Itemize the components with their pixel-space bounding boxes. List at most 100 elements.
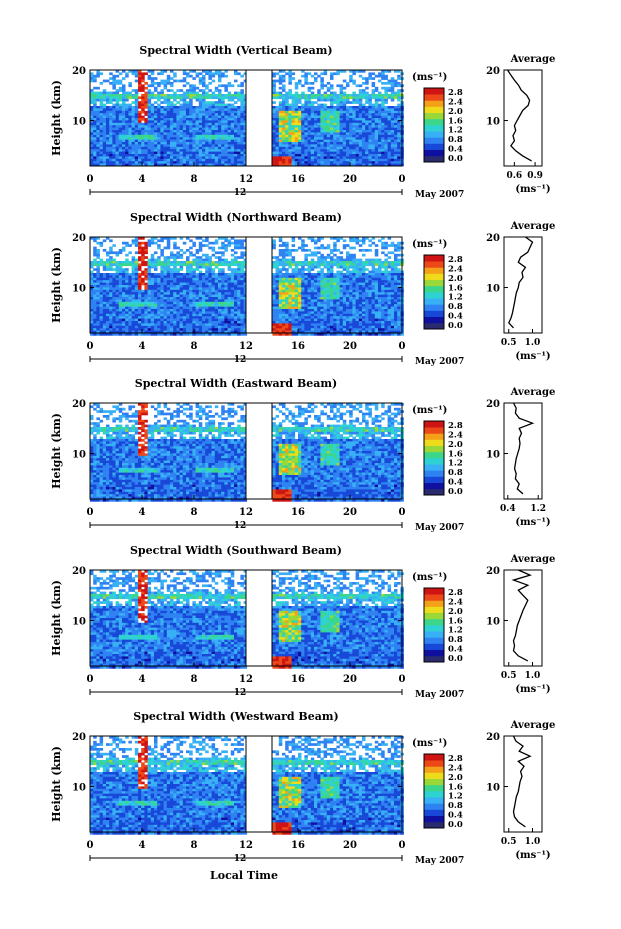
heatmap-cell xyxy=(211,137,216,140)
heatmap-cell xyxy=(355,101,360,104)
heatmap-cell xyxy=(310,149,315,152)
heatmap-cell xyxy=(208,134,212,138)
heatmap-cell xyxy=(294,101,299,104)
heatmap-cell xyxy=(154,151,158,155)
heatmap-cell xyxy=(202,74,206,78)
heatmap-cell xyxy=(218,275,222,279)
heatmap-cell xyxy=(294,113,299,116)
heatmap-cell xyxy=(314,132,318,136)
heatmap-cell xyxy=(387,144,392,148)
heatmap-cell xyxy=(282,244,286,247)
heatmap-cell xyxy=(106,253,110,257)
heatmap-cell xyxy=(230,118,235,121)
heatmap-cell xyxy=(131,137,136,140)
heatmap-cell xyxy=(202,137,206,140)
heatmap-cell xyxy=(109,301,113,305)
heatmap-cell xyxy=(144,142,148,145)
heatmap-cell xyxy=(291,156,296,160)
heatmap-cell xyxy=(342,125,347,128)
heatmap-cell xyxy=(109,333,113,336)
heatmap-cell xyxy=(189,161,193,164)
heatmap-cell xyxy=(358,137,363,140)
heatmap-cell xyxy=(320,134,324,138)
heatmap-cell xyxy=(282,122,286,126)
heatmap-cell xyxy=(163,86,168,90)
heatmap-cell xyxy=(150,72,155,76)
heatmap-cell xyxy=(272,89,276,92)
heatmap-cell xyxy=(138,251,142,255)
heatmap-cell xyxy=(128,103,132,107)
heatmap-cell xyxy=(218,280,222,283)
heatmap-cell xyxy=(157,106,161,109)
heatmap-cell xyxy=(166,163,171,167)
heatmap-cell xyxy=(275,275,280,279)
heatmap-cell xyxy=(214,280,219,283)
heatmap-cell xyxy=(166,151,171,155)
heatmap-cell xyxy=(157,134,161,138)
heatmap-cell xyxy=(278,311,283,315)
heatmap-cell xyxy=(189,146,193,150)
heatmap-cell xyxy=(150,287,155,291)
heatmap-cell xyxy=(160,299,164,303)
heatmap-cell xyxy=(218,149,222,152)
heatmap-cell xyxy=(291,151,296,155)
heatmap-cell xyxy=(221,163,225,167)
heatmap-cell xyxy=(314,101,318,104)
heatmap-cell xyxy=(288,72,292,76)
heatmap-cell xyxy=(112,84,116,88)
heatmap-cell xyxy=(170,139,174,143)
heatmap-cell xyxy=(122,142,126,145)
heatmap-cell xyxy=(349,156,353,160)
heatmap-cell xyxy=(198,156,203,160)
heatmap-cell xyxy=(234,304,238,307)
heatmap-cell xyxy=(352,144,356,148)
heatmap-cell xyxy=(336,137,340,140)
heatmap-cell xyxy=(320,79,324,83)
heatmap-cell xyxy=(362,91,366,95)
heatmap-cell xyxy=(147,270,152,274)
heatmap-cell xyxy=(131,330,136,334)
heatmap-cell xyxy=(112,330,116,334)
heatmap-cell xyxy=(109,280,113,283)
heatmap-cell xyxy=(138,289,142,293)
heatmap-cell xyxy=(93,101,97,104)
heatmap-cell xyxy=(160,280,164,283)
heatmap-cell xyxy=(237,309,241,312)
heatmap-cell xyxy=(179,273,184,276)
heatmap-cell xyxy=(291,134,296,138)
heatmap-cell xyxy=(320,96,324,100)
heatmap-cell xyxy=(192,321,196,324)
heatmap-cell xyxy=(109,144,113,148)
heatmap-cell xyxy=(128,118,132,121)
heatmap-cell xyxy=(96,268,100,271)
heatmap-cell xyxy=(326,137,331,140)
heatmap-cell xyxy=(208,285,212,288)
heatmap-cell xyxy=(90,316,94,319)
heatmap-cell xyxy=(195,108,200,112)
heatmap-cell xyxy=(150,146,155,150)
heatmap-cell xyxy=(282,110,286,114)
heatmap-cell xyxy=(144,118,148,121)
heatmap-cell xyxy=(221,120,225,124)
heatmap-cell xyxy=(141,251,145,255)
heatmap-cell xyxy=(349,158,353,162)
heatmap-cell xyxy=(166,263,171,267)
heatmap-cell xyxy=(374,110,379,114)
heatmap-cell xyxy=(237,282,241,286)
heatmap-cell xyxy=(224,306,228,310)
heatmap-cell xyxy=(154,163,158,167)
heatmap-cell xyxy=(170,263,174,267)
heatmap-cell xyxy=(176,282,180,286)
heatmap-cell xyxy=(221,96,225,100)
heatmap-cell xyxy=(237,244,241,247)
heatmap-cell xyxy=(163,163,168,167)
heatmap-cell xyxy=(150,108,155,112)
heatmap-cell xyxy=(243,253,248,257)
heatmap-cell xyxy=(128,156,132,160)
heatmap-cell xyxy=(112,304,116,307)
heatmap-cell xyxy=(99,115,104,119)
heatmap-cell xyxy=(154,82,158,85)
heatmap-cell xyxy=(221,304,225,307)
heatmap-cell xyxy=(176,333,180,336)
heatmap-cell xyxy=(160,292,164,295)
